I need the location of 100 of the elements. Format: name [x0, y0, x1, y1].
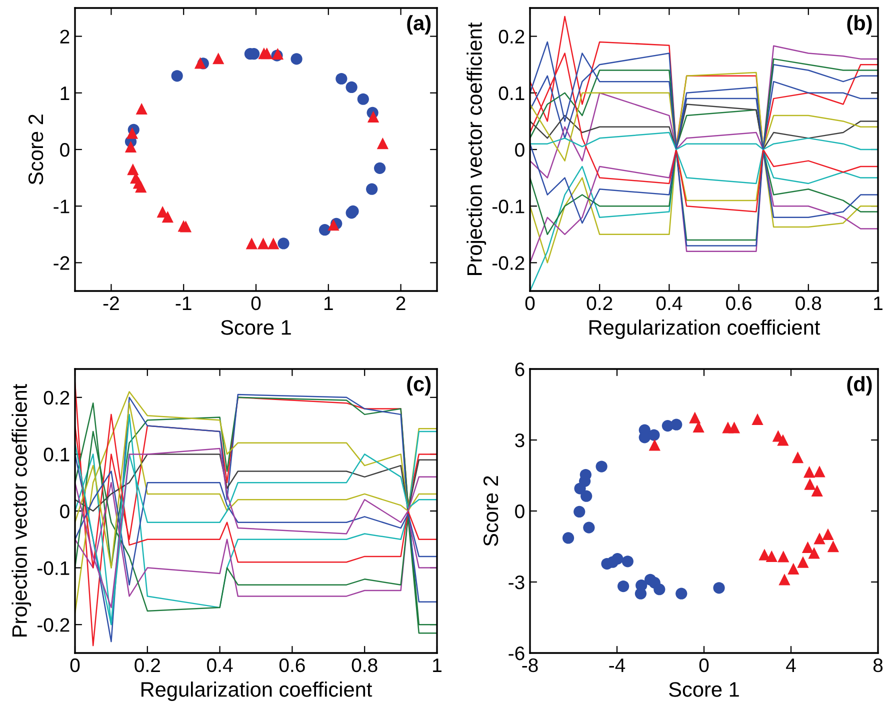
point: [654, 584, 666, 596]
x-tick-label: -8: [522, 658, 538, 672]
point: [778, 574, 790, 586]
x-tick-label: 0.6: [279, 658, 305, 672]
point: [180, 220, 192, 232]
x-tick-label: 2: [396, 296, 406, 310]
point: [803, 466, 816, 478]
line-series: [530, 104, 878, 150]
y-tick-label: 0.1: [498, 86, 524, 100]
point: [580, 490, 592, 502]
point: [562, 532, 574, 544]
point: [126, 127, 138, 139]
point: [268, 238, 280, 250]
point: [366, 183, 378, 195]
point: [574, 506, 586, 518]
x-axis-title: Score 1: [221, 320, 291, 335]
point: [367, 110, 380, 122]
x-tick-label: 1: [433, 658, 442, 672]
y-tick-label: 0.2: [498, 30, 524, 44]
point: [802, 541, 814, 554]
point: [212, 52, 224, 64]
point: [804, 478, 816, 490]
x-tick-label: 0.8: [796, 296, 822, 310]
y-tick-label: 3: [515, 433, 524, 448]
point: [127, 164, 139, 176]
y-tick-label: 0.1: [44, 448, 70, 462]
x-axis-title: Regularization coefficient: [142, 682, 372, 701]
point: [670, 418, 682, 430]
point: [689, 412, 701, 424]
point: [583, 522, 595, 534]
point: [278, 238, 290, 250]
x-tick-label: -1: [176, 296, 192, 310]
point: [171, 70, 183, 82]
point: [136, 102, 148, 115]
point: [135, 181, 147, 193]
point: [728, 422, 740, 434]
point: [676, 588, 688, 600]
point: [808, 547, 820, 559]
point: [376, 137, 389, 150]
x-tick-label: 0.4: [207, 658, 233, 672]
x-tick-label: 0.6: [726, 296, 752, 310]
point: [648, 429, 660, 441]
x-tick-label: -2: [103, 296, 119, 310]
point: [814, 532, 826, 544]
point: [318, 224, 331, 236]
y-tick-label: 2: [60, 30, 70, 44]
x-tick-label: 0.2: [586, 296, 612, 310]
point: [194, 57, 206, 69]
y-tick-label: -2: [54, 256, 70, 270]
point: [814, 466, 826, 478]
x-tick-label: 0.4: [656, 296, 682, 310]
y-axis-title: Score 2: [483, 476, 498, 546]
x-tick-label: 0: [699, 658, 709, 672]
x-axis-title: Score 1: [669, 682, 739, 697]
y-tick-label: -0.1: [38, 561, 70, 576]
point: [596, 460, 608, 472]
point: [290, 53, 302, 65]
point: [261, 47, 273, 60]
point: [713, 582, 725, 594]
point: [328, 218, 340, 231]
point: [374, 162, 386, 174]
point: [622, 556, 634, 568]
y-tick-label: 6: [515, 362, 524, 376]
point: [574, 482, 586, 494]
x-axis-title: Regularization coefficient: [590, 320, 820, 339]
y-tick-label: -0.2: [492, 256, 524, 270]
annotation: (d): [847, 376, 872, 396]
x-tick-label: 0.2: [134, 658, 160, 672]
y-axis-title: Projection vector coefficient: [466, 22, 486, 275]
point: [778, 550, 790, 562]
line-series: [530, 45, 878, 178]
point: [336, 72, 348, 85]
y-tick-label: -3: [508, 575, 524, 590]
point: [777, 434, 789, 446]
x-tick-label: 0.8: [352, 658, 378, 672]
point: [162, 211, 174, 223]
y-tick-label: 0: [515, 504, 524, 518]
point: [811, 484, 823, 496]
x-tick-label: 1: [324, 296, 333, 310]
x-tick-label: 0: [251, 296, 261, 310]
annotation: (c): [407, 376, 431, 396]
point: [257, 238, 270, 250]
point: [246, 238, 258, 250]
x-tick-label: 0: [70, 658, 80, 672]
y-tick-label: -1: [54, 200, 70, 214]
point: [827, 540, 840, 552]
point: [792, 451, 804, 464]
point: [612, 552, 624, 565]
x-tick-label: 4: [786, 658, 796, 672]
point: [752, 413, 764, 425]
point: [797, 556, 809, 568]
x-tick-label: 0: [525, 296, 535, 310]
point: [346, 81, 358, 94]
x-tick-label: -4: [609, 658, 626, 672]
point: [124, 140, 137, 152]
y-tick-label: 0.2: [44, 390, 70, 405]
point: [634, 588, 647, 600]
point: [822, 528, 834, 540]
annotation: (a): [407, 15, 431, 34]
y-axis-title: Projection vector coefficient: [12, 384, 32, 636]
